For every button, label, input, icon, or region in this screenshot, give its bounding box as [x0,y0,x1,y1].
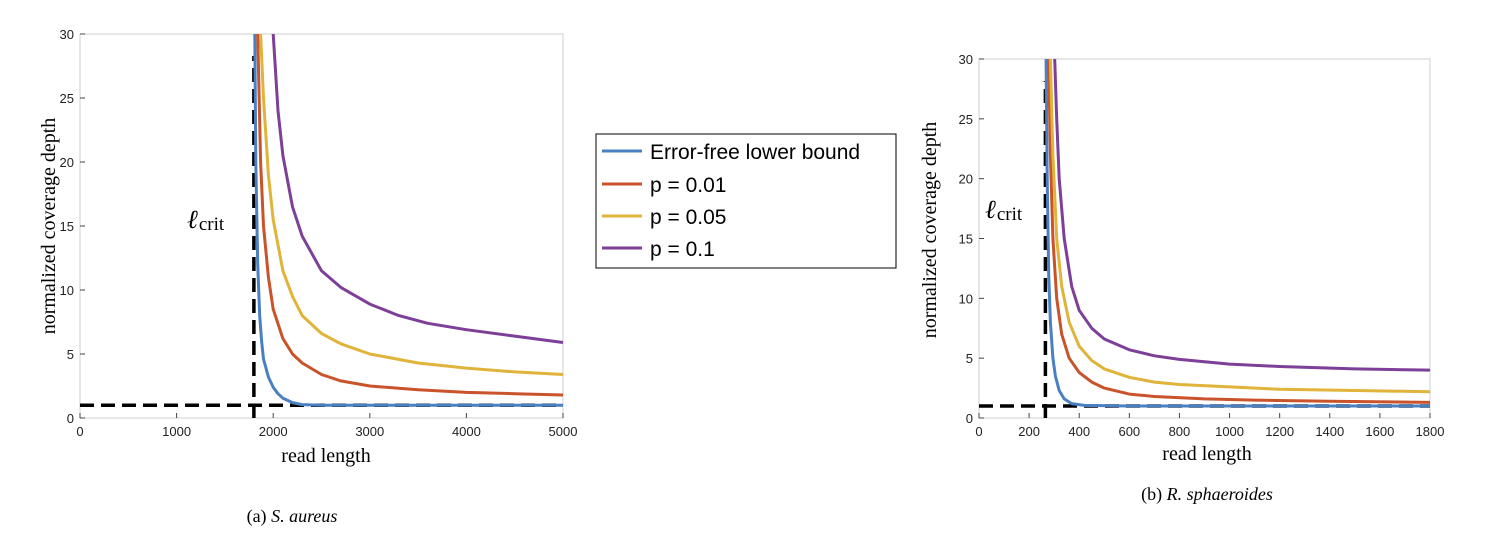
series-lines [253,33,564,407]
y-tick-label: 10 [959,291,973,306]
x-tick-label: 800 [1169,424,1191,439]
crit-annotation-main: ℓ [985,195,996,224]
x-tick-label: 1200 [1265,424,1294,439]
y-tick-label: 15 [60,219,74,234]
x-axis-label: read length [1162,443,1251,465]
series-line [259,33,564,376]
x-tick-label: 1400 [1315,424,1344,439]
x-tick-label: 5000 [549,424,578,439]
caption-species: S. aureus [271,506,337,526]
series-line [253,33,563,407]
series-line [271,33,564,344]
plot-frame [79,33,564,419]
y-axis-label: normalized coverage depth [919,122,941,339]
panel-caption: (a) S. aureus [247,506,338,527]
y-tick-label: 25 [60,91,74,106]
y-axis-label: normalized coverage depth [38,118,60,335]
crit-annotation: ℓcrit [985,195,1023,225]
caption-prefix: (a) [247,506,271,527]
y-tick-label: 5 [67,347,74,362]
x-tick-label: 2000 [259,424,288,439]
series-lines [1044,58,1431,408]
legend-label: p = 0.05 [650,206,726,229]
legend-label: p = 0.1 [650,238,715,261]
y-tick-label: 20 [959,172,973,187]
crit-annotation-sub: crit [199,214,225,235]
x-axis-label: read length [281,445,370,467]
y-tick-label: 15 [959,232,973,247]
legend-entry: p = 0.1 [602,238,715,261]
x-axis-ticks: 0 200 400 600 800 1000 1200 1400 1600 1800 [975,413,1444,439]
series-line [1044,58,1430,408]
x-tick-label: 4000 [452,424,481,439]
y-tick-label: 10 [60,283,74,298]
series-line [1053,58,1431,372]
x-tick-label: 0 [76,424,83,439]
crit-annotation: ℓcrit [187,205,225,235]
series-line [1048,58,1431,394]
caption-species: R. sphaeroides [1166,484,1273,504]
x-tick-label: 600 [1118,424,1140,439]
series-line [1047,58,1431,404]
y-tick-label: 20 [60,155,74,170]
x-tick-label: 1600 [1365,424,1394,439]
legend-entry: Error-free lower bound [602,141,860,164]
y-tick-label: 30 [959,52,973,67]
crit-annotation-main: ℓ [187,205,198,234]
x-tick-label: 400 [1068,424,1090,439]
y-tick-label: 30 [60,27,74,42]
chart-panel-a: 0 1000 2000 3000 4000 5000 0 5 10 15 20 25 30 read … [38,27,577,527]
x-tick-label: 1800 [1416,424,1445,439]
y-tick-label: 5 [966,351,973,366]
x-tick-label: 1000 [162,424,191,439]
reference-lines [80,56,563,418]
y-axis-ticks: 0 5 10 15 20 25 30 [959,52,984,426]
x-tick-label: 3000 [355,424,384,439]
legend-box [595,133,897,269]
y-tick-label: 25 [959,112,973,127]
panel-caption: (b) R. sphaeroides [1141,484,1273,505]
x-tick-label: 0 [975,424,982,439]
crit-annotation-sub: crit [997,204,1023,225]
caption-prefix: (b) [1141,484,1167,505]
y-axis-ticks: 0 5 10 15 20 25 30 [60,27,85,426]
x-tick-label: 200 [1018,424,1040,439]
x-tick-label: 1000 [1215,424,1244,439]
legend: Error-free lower bound p = 0.01 p = 0.05… [595,133,897,269]
legend-label: Error-free lower bound [650,141,860,164]
y-tick-label: 0 [67,411,74,426]
chart-panel-b: 0 200 400 600 800 1000 1200 1400 1600 1800 0 5 10 15… [919,52,1444,505]
legend-entry: p = 0.05 [602,206,726,229]
legend-entry: p = 0.01 [602,174,726,197]
legend-label: p = 0.01 [650,174,726,197]
x-axis-ticks: 0 1000 2000 3000 4000 5000 [76,413,577,439]
y-tick-label: 0 [966,411,973,426]
series-line [256,33,564,397]
